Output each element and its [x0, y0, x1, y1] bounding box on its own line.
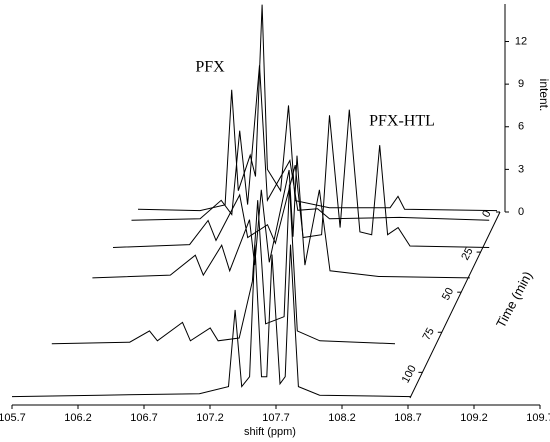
spectrum-trace: [11, 244, 411, 398]
spectrum-trace: [137, 4, 498, 212]
t-tick-label: 0: [480, 208, 493, 219]
z-tick-label: 12: [515, 35, 527, 47]
x-tick-label: 107.7: [262, 412, 290, 424]
x-tick-label: 106.2: [64, 412, 92, 424]
spectrum-trace: [92, 155, 470, 279]
x-tick-label: 108.2: [328, 412, 356, 424]
x-tick-label: 107.2: [196, 412, 224, 424]
spectrum-trace: [112, 109, 490, 248]
spectrum-trace: [131, 65, 490, 221]
z-axis-label: intent.: [537, 79, 550, 112]
t-tick-label: 75: [421, 326, 437, 342]
annotation: PFX-HTL: [369, 113, 435, 130]
t-axis-label: Time (min): [493, 269, 535, 330]
annotation: PFX: [195, 59, 225, 76]
spectrum-trace: [51, 184, 396, 345]
t-tick-label: 50: [440, 286, 456, 302]
x-tick-label: 109.2: [460, 412, 488, 424]
t-axis: [409, 211, 501, 399]
z-tick-label: 3: [518, 163, 524, 175]
t-tick-label: 100: [400, 363, 419, 385]
x-tick-label: 109.7: [526, 412, 550, 424]
x-tick-label: 106.7: [130, 412, 158, 424]
z-tick-label: 0: [518, 206, 524, 218]
z-tick-label: 6: [518, 121, 524, 133]
x-tick-label: 105.7: [0, 412, 26, 424]
t-tick-label: 25: [459, 246, 475, 262]
z-tick-label: 9: [518, 78, 524, 90]
x-axis-label: shift (ppm): [244, 426, 296, 438]
x-tick-label: 108.7: [394, 412, 422, 424]
